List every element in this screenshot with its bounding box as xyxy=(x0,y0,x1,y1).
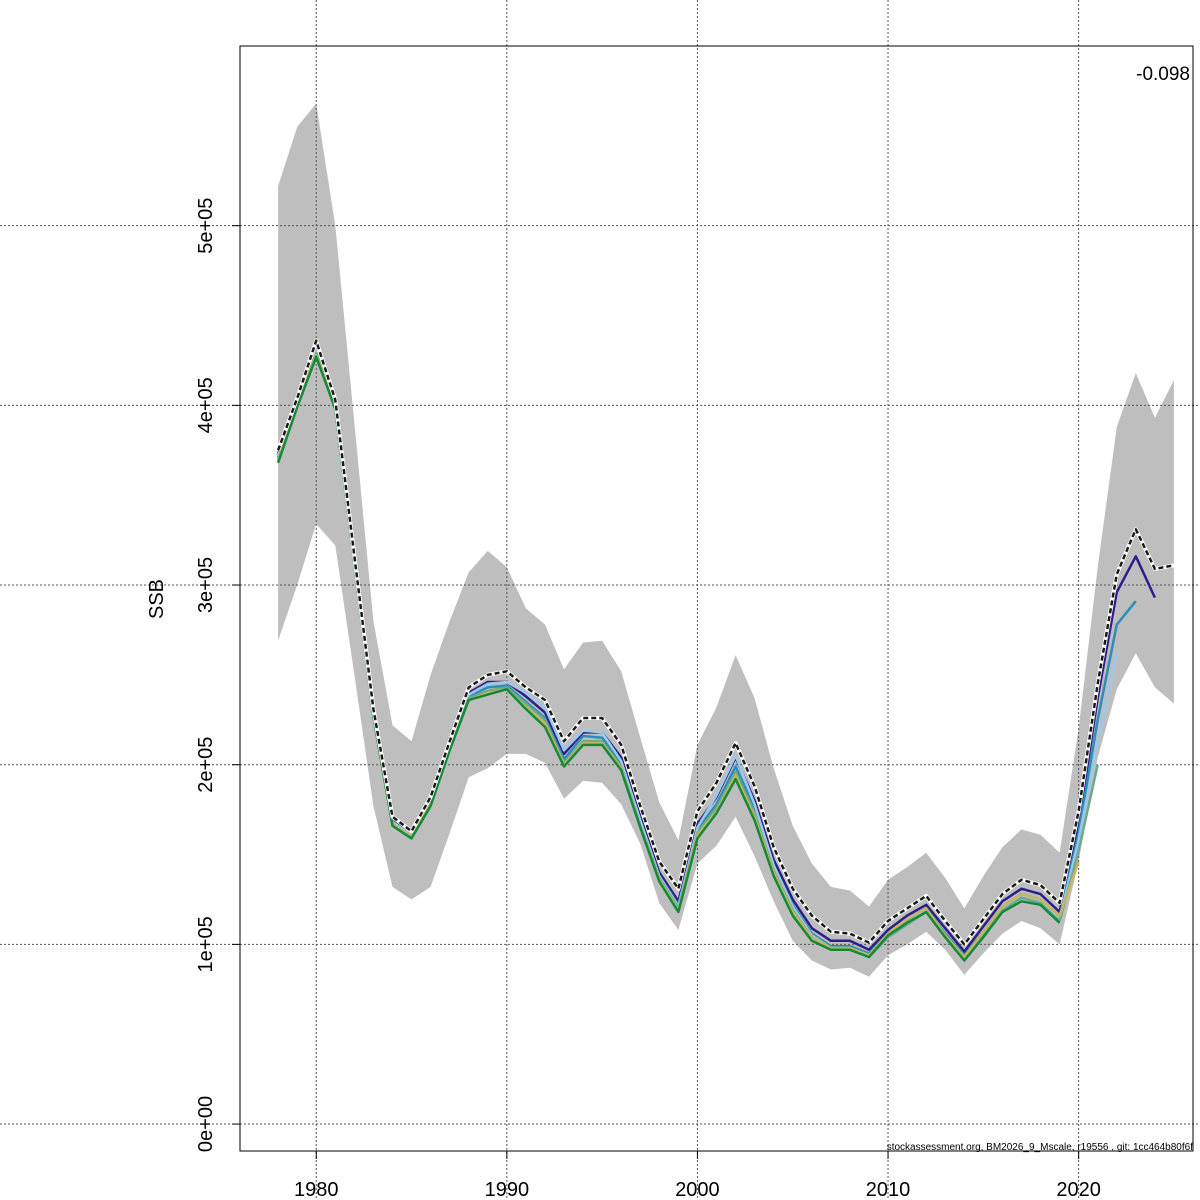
x-tick-label: 2010 xyxy=(866,1179,911,1200)
confidence-band xyxy=(278,103,1174,977)
x-axis: 1980 1990 2000 2010 2020 xyxy=(294,1151,1101,1200)
series-line-final-assessment-halo xyxy=(276,338,1175,947)
y-axis-title: SSB xyxy=(146,579,168,619)
confidence-band-layer xyxy=(278,103,1174,977)
x-tick-label: 2000 xyxy=(675,1179,720,1200)
footer-credit: stockassessment.org, BM2026_9_Mscale, r1… xyxy=(887,1142,1194,1153)
x-tick-label: 1980 xyxy=(294,1179,339,1200)
x-tick-label: 1990 xyxy=(485,1179,530,1200)
y-tick-label: 0e+00 xyxy=(195,1096,217,1152)
rho-annotation: -0.098 xyxy=(1136,64,1190,85)
y-axis: 0e+00 1e+05 2e+05 3e+05 4e+05 5e+05 xyxy=(195,198,240,1152)
series-lines xyxy=(276,338,1175,962)
x-tick-label: 2020 xyxy=(1056,1179,1101,1200)
y-tick-label: 5e+05 xyxy=(195,198,217,254)
y-tick-label: 3e+05 xyxy=(195,557,217,613)
y-tick-label: 1e+05 xyxy=(195,916,217,972)
y-tick-label: 4e+05 xyxy=(195,377,217,433)
series-line-peel-6 xyxy=(276,355,1061,962)
plot-frame xyxy=(239,45,1194,1152)
y-tick-label: 2e+05 xyxy=(195,737,217,793)
